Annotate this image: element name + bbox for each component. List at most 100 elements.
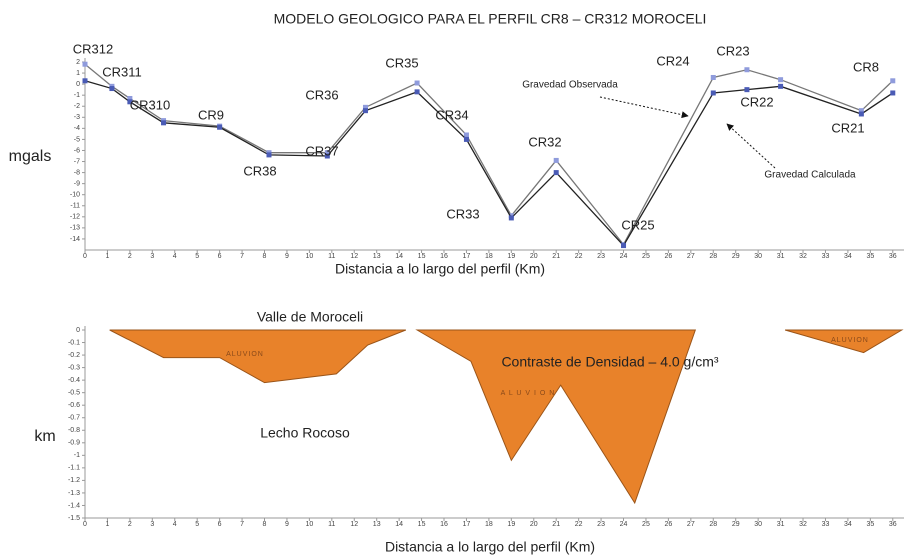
point-label: CR32 <box>528 134 561 149</box>
point-label: CR36 <box>305 87 338 102</box>
y-tick-label: -0.4 <box>68 377 80 384</box>
x-tick-label: 16 <box>440 253 448 260</box>
y-tick-label: -1.2 <box>68 477 80 484</box>
y-tick-label: -1.1 <box>68 465 80 472</box>
x-tick-label: 23 <box>597 253 605 260</box>
marker <box>858 111 864 117</box>
x-tick-label: 22 <box>575 521 583 528</box>
point-label: CR22 <box>740 94 773 109</box>
y-tick-label: -1 <box>74 452 80 459</box>
marker <box>414 80 420 86</box>
x-tick-label: 12 <box>350 521 358 528</box>
series-line <box>84 80 894 247</box>
x-tick-label: 28 <box>709 521 717 528</box>
marker <box>82 61 88 67</box>
x-tick-label: 11 <box>328 521 335 528</box>
y-tick-label: -2 <box>74 103 80 110</box>
marker <box>127 99 133 105</box>
x-tick-label: 34 <box>844 521 852 528</box>
x-tick-label: 14 <box>395 253 403 260</box>
marker <box>710 90 716 96</box>
x-tick-label: 24 <box>620 521 628 528</box>
x-tick-label: 10 <box>305 521 313 528</box>
x-tick-label: 1 <box>105 521 109 528</box>
point-label: CR34 <box>435 107 468 122</box>
x-tick-label: 11 <box>328 253 335 260</box>
x-tick-label: 14 <box>395 521 403 528</box>
x-tick-label: 17 <box>463 521 471 528</box>
x-tick-label: 4 <box>173 521 177 528</box>
marker <box>127 95 133 101</box>
y-tick-label: -0.3 <box>68 364 80 371</box>
y-tick-label: 0 <box>76 81 80 88</box>
marker <box>463 136 469 142</box>
series-line <box>84 63 894 246</box>
point-label: CR38 <box>243 163 276 178</box>
x-tick-label: 26 <box>664 253 672 260</box>
arrow <box>599 96 689 119</box>
x-tick-label: 35 <box>866 521 874 528</box>
x-tick-label: 29 <box>732 253 740 260</box>
marker <box>744 87 750 93</box>
x-tick-label: 1 <box>105 253 109 260</box>
x-tick-label: 22 <box>575 253 583 260</box>
x-tick-label: 9 <box>285 521 289 528</box>
marker <box>778 77 784 83</box>
x-tick-label: 19 <box>507 521 515 528</box>
marker <box>463 132 469 138</box>
x-tick-label: 36 <box>889 253 897 260</box>
y-tick-label: -0.5 <box>68 390 80 397</box>
y-axis-label: km <box>34 428 55 445</box>
y-tick-label: -7 <box>74 158 80 165</box>
annotation: A L U V I O N <box>501 390 556 397</box>
marker <box>553 157 559 163</box>
y-tick-label: -4 <box>74 125 80 132</box>
x-tick-label: 24 <box>620 253 628 260</box>
x-tick-label: 21 <box>552 521 560 528</box>
annotation: Lecho Rocoso <box>260 425 350 441</box>
y-tick-label: -1.4 <box>68 502 80 509</box>
x-tick-label: 31 <box>777 521 785 528</box>
marker <box>744 67 750 73</box>
x-axis-label: Distancia a lo largo del perfil (Km) <box>385 539 595 555</box>
x-tick-label: 30 <box>754 253 762 260</box>
x-tick-label: 8 <box>263 253 267 260</box>
point-label: CR35 <box>385 55 418 70</box>
x-axis-label: Distancia a lo largo del perfil (Km) <box>335 261 545 277</box>
annotation: Valle de Moroceli <box>257 309 363 325</box>
annotation: ALUVION <box>226 351 264 358</box>
x-tick-label: 16 <box>440 521 448 528</box>
y-tick-label: -1.5 <box>68 515 80 522</box>
point-label: CR310 <box>130 97 170 112</box>
x-tick-label: 18 <box>485 253 493 260</box>
x-tick-label: 25 <box>642 521 650 528</box>
marker <box>109 86 115 92</box>
marker <box>362 108 368 114</box>
y-tick-label: -14 <box>70 236 80 243</box>
marker <box>621 243 627 249</box>
marker <box>82 78 88 84</box>
x-tick-label: 18 <box>485 521 493 528</box>
y-tick-label: -13 <box>70 225 80 232</box>
marker <box>266 152 272 158</box>
x-tick-label: 2 <box>128 521 132 528</box>
series-label: Gravedad Observada <box>522 80 618 91</box>
point-label: CR23 <box>716 43 749 58</box>
marker <box>508 215 514 221</box>
y-tick-label: -0.2 <box>68 352 80 359</box>
x-tick-label: 10 <box>305 253 313 260</box>
y-tick-label: 0 <box>76 327 80 334</box>
marker <box>553 170 559 176</box>
x-tick-label: 32 <box>799 253 807 260</box>
y-tick-label: -8 <box>74 169 80 176</box>
marker <box>890 78 896 84</box>
marker <box>890 90 896 96</box>
marker <box>362 104 368 110</box>
x-tick-label: 20 <box>530 253 538 260</box>
point-label: CR24 <box>656 53 689 68</box>
x-tick-label: 0 <box>83 253 87 260</box>
marker <box>414 89 420 95</box>
y-axis-label: mgals <box>9 148 52 165</box>
x-tick-label: 13 <box>373 521 381 528</box>
x-tick-label: 32 <box>799 521 807 528</box>
